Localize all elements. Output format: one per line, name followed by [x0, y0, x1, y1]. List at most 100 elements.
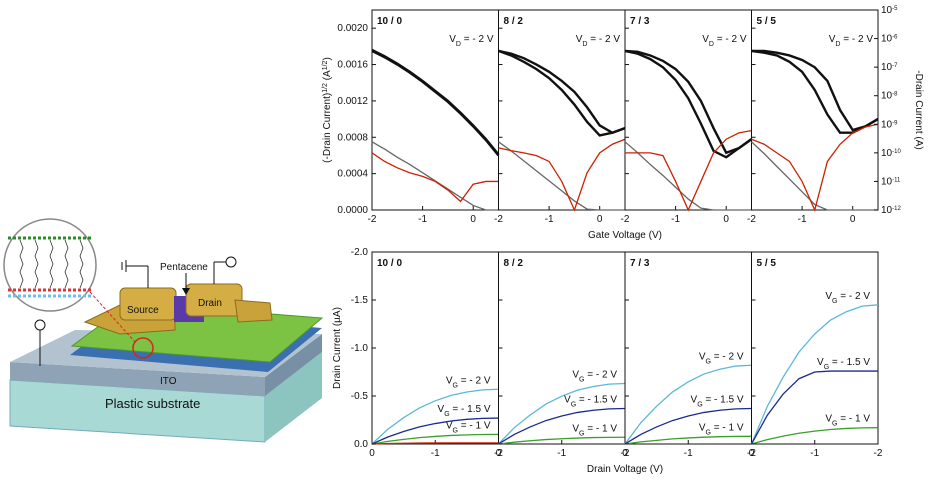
series-line	[624, 141, 752, 211]
series-label: VG = - 1 V	[699, 422, 744, 436]
y2-tick-base: 10	[881, 62, 893, 73]
series-line	[624, 49, 753, 155]
series-label-part: V	[691, 394, 698, 405]
x-tick-label: 0	[850, 214, 856, 225]
y2-tick-label: 10-11	[881, 176, 901, 187]
series-label-part: = - 1 V	[584, 423, 617, 434]
y2-tick-base: 10	[881, 148, 893, 159]
panel-annotation: VD = - 2 V	[829, 34, 874, 48]
series-label-part: = - 1 V	[837, 414, 870, 425]
series-line	[750, 370, 878, 445]
series-line	[498, 49, 626, 135]
zoom-marker	[132, 337, 154, 359]
x-tick-label: -2	[494, 448, 503, 459]
panel-annotation: VD = - 2 V	[576, 34, 621, 48]
panel-annotation-part: D	[582, 41, 587, 48]
series-line	[751, 123, 879, 212]
series-label-part: G	[697, 401, 702, 408]
series-line	[498, 138, 626, 212]
y-tick-label: 0.0016	[337, 60, 368, 71]
y2-tick-exponent: -7	[892, 63, 898, 69]
series-label-part: G	[832, 420, 837, 427]
panel-title: 10 / 0	[377, 258, 402, 269]
panel-annotation-part: = - 2 V	[714, 34, 747, 45]
y-tick-label: -1.0	[351, 343, 369, 354]
x-axis-label: Drain Voltage (V)	[587, 464, 663, 475]
panel-annotation-part: = - 2 V	[461, 34, 494, 45]
series-label-part: = - 1.5 V	[829, 357, 870, 368]
panel-title: 10 / 0	[377, 16, 402, 27]
ito-side	[265, 334, 322, 396]
x-tick-label: 0	[723, 214, 729, 225]
y2-tick-label: 10-5	[881, 5, 898, 16]
series-label-part: V	[446, 420, 453, 431]
drain-terminal	[225, 256, 237, 268]
series-line	[371, 442, 499, 445]
x-tick-label: -2	[747, 448, 756, 459]
y2-tick-exponent: -5	[892, 6, 898, 12]
series-label-part: G	[444, 411, 449, 418]
series-line	[498, 382, 626, 445]
y2-tick-label: 10-9	[881, 119, 898, 130]
pentacene-label: Pentacene	[160, 262, 208, 273]
y2-tick-exponent: -8	[892, 92, 898, 98]
series-label-part: V	[825, 291, 832, 302]
series-line	[371, 48, 500, 156]
x-tick-label: 0	[749, 448, 755, 459]
series-label-part: = - 1.5 V	[450, 404, 491, 415]
panel-annotation-part: D	[709, 41, 714, 48]
zoom-line	[89, 291, 136, 343]
y-tick-label: 0.0020	[337, 23, 368, 34]
series-label-part: V	[817, 357, 824, 368]
y2-tick-label: 10-12	[881, 205, 901, 216]
series-label-part: G	[453, 382, 458, 389]
series-label: VG = - 2 V	[446, 375, 491, 389]
drain-pad	[234, 299, 273, 323]
panel-title: 7 / 3	[630, 16, 650, 27]
series-line	[371, 417, 499, 445]
series-label-part: G	[824, 364, 829, 371]
y2-tick-base: 10	[881, 34, 893, 45]
y2-tick-base: 10	[881, 119, 893, 130]
x-tick-label: -2	[494, 214, 503, 225]
series-line	[371, 152, 499, 203]
y-tick-label: 0.0	[354, 439, 368, 450]
series-line	[624, 364, 752, 445]
substrate-side	[265, 352, 322, 442]
x-axis-label: Gate Voltage (V)	[588, 230, 662, 241]
series-label-part: G	[579, 376, 584, 383]
x-tick-label: -2	[621, 214, 630, 225]
panel-annotation-part: = - 2 V	[840, 34, 873, 45]
series-line	[498, 436, 626, 445]
series-label-part: V	[699, 422, 706, 433]
y2-tick-label: 10-7	[881, 62, 898, 73]
y2-tick-base: 10	[881, 176, 893, 187]
series-line	[498, 407, 626, 445]
panel-annotation: VD = - 2 V	[702, 34, 747, 48]
x-tick-label: 0	[622, 448, 628, 459]
series-line	[624, 435, 752, 445]
x-tick-label: -1	[810, 448, 819, 459]
series-label-part: V	[446, 375, 453, 386]
series-label: VG = - 2 V	[699, 351, 744, 365]
series-label: VG = - 1.5 V	[817, 357, 870, 371]
drain-label: Drain	[198, 298, 222, 309]
series-label-part: = - 1 V	[458, 420, 491, 431]
panel-title: 8 / 2	[504, 16, 524, 27]
series-label-part: = - 1.5 V	[576, 394, 617, 405]
y2-tick-exponent: -11	[892, 177, 901, 183]
series-label-part: V	[699, 351, 706, 362]
y2-tick-exponent: -12	[892, 206, 901, 212]
x-tick-label: -2	[874, 448, 883, 459]
x-tick-label: -1	[798, 214, 807, 225]
x-tick-label: -2	[621, 448, 630, 459]
y-axis-label-part: 1/2	[322, 60, 329, 70]
y-axis-label-part: (A	[322, 70, 333, 83]
panel-annotation-part: V	[576, 34, 583, 45]
series-label: VG = - 2 V	[825, 291, 870, 305]
series-label: VG = - 1.5 V	[564, 394, 617, 408]
molecule-chains	[19, 239, 84, 289]
y2-tick-base: 10	[881, 91, 893, 102]
x-tick-label: -1	[545, 214, 554, 225]
